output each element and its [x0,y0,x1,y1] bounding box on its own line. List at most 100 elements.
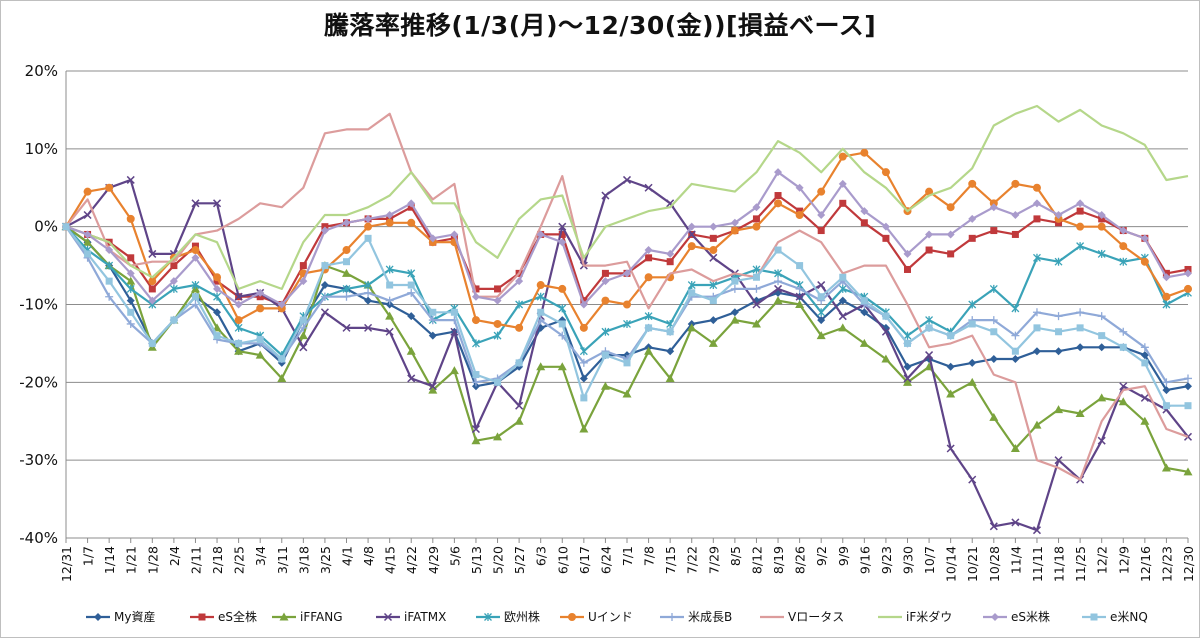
data-point [925,230,934,239]
data-point [1119,257,1128,266]
legend-item: My資産 [86,609,155,624]
data-point [623,319,631,328]
data-point [1184,402,1192,410]
data-point [342,246,351,255]
data-point [838,152,847,161]
data-point [320,308,329,317]
data-point [989,203,998,212]
data-point [514,416,524,425]
data-point [148,249,157,258]
data-point [1184,269,1192,278]
data-point [1097,222,1106,231]
data-point [816,331,826,340]
data-point [198,613,206,621]
series-7 [65,112,1189,481]
data-point [752,273,760,281]
x-tick-label: 1/28 [145,546,160,574]
data-point [839,273,847,281]
data-point [472,371,480,379]
data-point [687,281,696,290]
x-tick-label: 11/11 [1030,546,1045,582]
data-point [407,288,416,297]
data-point [428,316,437,325]
data-point [213,284,222,293]
data-point [623,359,631,367]
data-point [623,269,631,278]
data-point [342,292,351,301]
data-point [925,316,934,325]
data-point [1162,378,1171,387]
data-point [838,312,847,321]
series-10 [62,223,1192,410]
data-point [364,222,373,231]
data-point [968,475,977,484]
legend-label: Vロータス [788,610,844,624]
data-point [536,230,545,239]
data-point [838,296,847,305]
data-point [515,277,524,286]
data-point [450,308,458,316]
data-point [946,389,956,398]
data-point [105,246,114,255]
data-point [558,222,567,231]
data-point [751,319,761,328]
x-tick-label: 10/28 [987,546,1002,582]
data-point [471,292,480,301]
x-tick-label: 10/21 [965,546,980,582]
data-point [191,281,200,290]
data-point [536,281,545,290]
data-point [234,346,244,355]
data-point [860,219,868,227]
data-point [903,377,912,386]
legend-label: 米成長B [688,610,732,624]
data-point [429,308,437,316]
data-point [903,374,912,383]
data-point [687,230,696,239]
data-point [484,613,492,621]
data-point [1054,257,1063,266]
data-point [708,338,718,347]
x-tick-label: 4/15 [383,546,398,574]
data-point [903,362,912,371]
data-point [1183,432,1193,441]
data-point [925,324,933,332]
data-point [385,218,394,227]
x-tick-label: 9/9 [836,546,851,566]
data-point [321,262,329,270]
data-point [170,262,178,270]
data-point [709,234,717,242]
data-point [991,613,999,621]
data-point [1090,613,1098,621]
data-point [471,425,480,434]
legend-label: iF米ダウ [906,609,952,624]
legend-item: iF米ダウ [878,609,952,624]
data-point [817,210,826,219]
data-point [449,366,459,375]
legend-label: Uインド [588,610,633,624]
series-line [65,112,1189,481]
legend: My資産 eS全株 iFFANG iFATMX 欧州株 Uインド 米成長B Vロータス iF米ダ… [86,609,1148,624]
data-point [687,323,697,332]
legend-label: 欧州株 [504,609,540,624]
data-point [1075,408,1085,417]
data-point [968,300,977,309]
data-point [407,312,416,321]
data-point [644,246,653,255]
series-lines [61,104,1193,535]
data-point [817,293,825,301]
data-point [817,227,825,235]
data-point [493,331,502,340]
data-point [1097,343,1106,352]
x-tick-label: 9/2 [814,546,829,566]
data-point [493,296,502,305]
data-point [299,323,308,332]
data-point [882,312,890,320]
data-point [1161,463,1171,472]
data-point [600,381,610,390]
data-point [774,284,783,293]
data-point [881,327,890,336]
data-point [903,331,912,340]
legend-label: My資産 [114,609,155,624]
